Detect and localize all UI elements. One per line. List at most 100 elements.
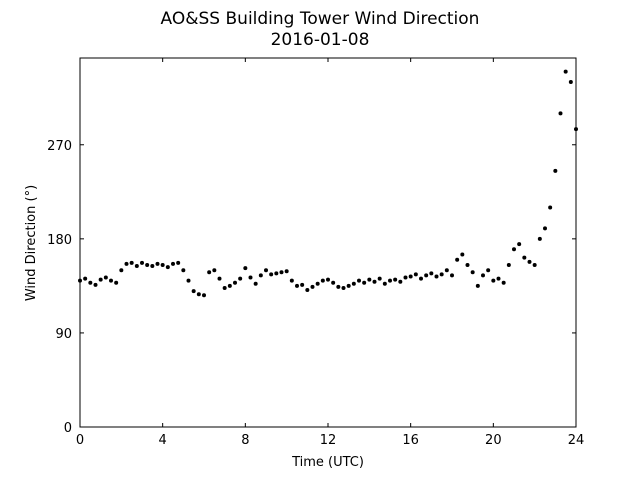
point: [537, 236, 542, 241]
point: [496, 276, 501, 281]
point: [145, 262, 150, 267]
point: [543, 226, 547, 231]
x-tick-label: 0: [76, 433, 84, 448]
point: [227, 283, 232, 288]
plot-frame: [79, 57, 577, 428]
point: [129, 260, 134, 265]
point: [388, 278, 392, 283]
point: [532, 262, 537, 267]
y-tick-label: 180: [47, 233, 72, 248]
point: [181, 268, 186, 273]
point: [424, 273, 429, 278]
point: [150, 264, 155, 269]
point: [429, 271, 434, 276]
y-tick-label: 270: [47, 139, 72, 154]
point: [491, 278, 496, 283]
point: [408, 274, 413, 279]
x-tick-label: 8: [241, 433, 249, 448]
point: [558, 111, 563, 116]
point: [362, 280, 367, 285]
point: [300, 282, 305, 287]
point: [413, 272, 418, 277]
point: [455, 257, 460, 262]
point: [372, 279, 377, 284]
point: [109, 278, 113, 283]
point: [506, 262, 511, 267]
point: [548, 205, 553, 210]
point: [274, 271, 279, 276]
y-tick-label: 0: [64, 421, 72, 436]
point: [403, 275, 408, 280]
point: [305, 288, 310, 293]
point: [460, 252, 465, 257]
point: [124, 261, 129, 266]
point: [320, 278, 325, 283]
point: [233, 280, 237, 285]
point: [434, 274, 439, 279]
y-tick-label: 90: [55, 327, 72, 342]
point: [248, 275, 253, 280]
point: [295, 283, 299, 288]
point: [563, 69, 568, 74]
point: [475, 283, 480, 288]
point: [258, 273, 263, 278]
x-tick-label: 12: [320, 433, 337, 448]
point: [382, 281, 387, 286]
point: [470, 270, 475, 275]
point: [367, 277, 372, 282]
point: [501, 280, 506, 285]
point: [527, 259, 532, 264]
chart-subtitle: 2016-01-08: [271, 30, 370, 50]
x-tick-label: 16: [402, 433, 419, 448]
point: [522, 255, 527, 260]
point: [238, 276, 243, 281]
point: [176, 260, 181, 265]
point: [160, 262, 165, 267]
point: [517, 242, 522, 247]
point: [289, 278, 294, 283]
point: [284, 269, 289, 274]
x-axis-label: Time (UTC): [291, 455, 364, 470]
point: [336, 284, 341, 289]
point: [191, 289, 196, 294]
point: [114, 280, 119, 285]
y-axis-label: Wind Direction (°): [24, 185, 39, 301]
point: [98, 277, 103, 282]
point: [269, 272, 274, 277]
point: [155, 261, 160, 266]
point: [217, 276, 222, 281]
chart-title: AO&SS Building Tower Wind Direction: [161, 9, 480, 29]
point: [465, 262, 470, 267]
point: [326, 277, 330, 282]
point: [119, 268, 124, 273]
point: [103, 275, 108, 280]
point: [165, 265, 170, 270]
point: [444, 268, 449, 273]
point: [212, 268, 217, 273]
point: [341, 285, 346, 290]
point: [357, 278, 361, 283]
point: [331, 280, 336, 285]
point: [202, 293, 206, 298]
point: [553, 168, 558, 173]
point: [393, 277, 398, 282]
point: [315, 281, 320, 286]
point: [398, 279, 403, 284]
point: [93, 282, 98, 287]
point: [83, 276, 88, 281]
point: [450, 273, 454, 278]
point: [140, 260, 144, 265]
point: [310, 284, 315, 289]
point: [346, 283, 351, 288]
point: [134, 264, 139, 269]
point: [419, 276, 423, 281]
point: [196, 292, 201, 297]
point: [568, 80, 573, 85]
point: [512, 247, 516, 252]
x-tick-label: 24: [568, 433, 585, 448]
point: [351, 281, 356, 286]
point: [574, 127, 578, 132]
point: [481, 273, 485, 278]
point: [78, 278, 82, 283]
